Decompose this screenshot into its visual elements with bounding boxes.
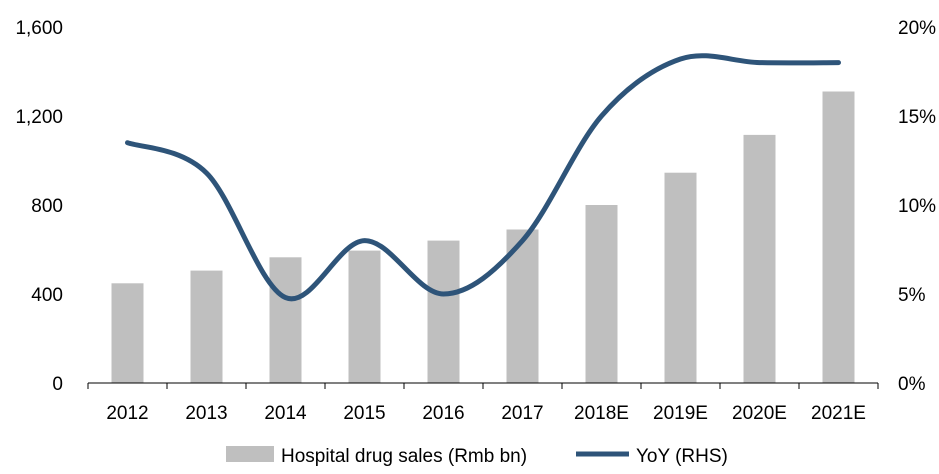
right-axis-tick-labels: 0% 5% 10% 15% 20% [898,18,936,395]
bar-2018E [585,205,618,383]
left-tick-label: 800 [31,196,63,217]
legend: Hospital drug sales (Rmb bn) YoY (RHS) [226,446,728,467]
right-tick-label: 0% [898,374,926,395]
bar-2012 [111,283,144,383]
legend-label-bar: Hospital drug sales (Rmb bn) [281,446,527,467]
bars-layer [111,91,855,383]
legend-label-line: YoY (RHS) [636,446,728,467]
bar-2020E [743,134,776,383]
bar-2016 [427,240,460,383]
x-tick-label-2013: 2013 [185,403,227,424]
x-tick-label-2012: 2012 [106,403,148,424]
x-tick-label-2015: 2015 [343,403,385,424]
right-tick-label: 15% [898,107,936,128]
left-tick-label: 0 [52,374,63,395]
x-tick-label-2018E: 2018E [574,403,629,424]
bar-2015 [348,250,381,383]
x-tick-label-2019E: 2019E [653,403,708,424]
bar-2013 [190,270,223,383]
right-tick-label: 5% [898,285,926,306]
x-tick-label-2021E: 2021E [811,403,866,424]
x-tick-label-2016: 2016 [422,403,464,424]
bar-2019E [664,172,697,383]
left-tick-label: 1,200 [15,107,63,128]
right-tick-label: 20% [898,18,936,39]
yoy-line [125,53,841,302]
left-axis-tick-labels: 0 400 800 1,200 1,600 [15,18,63,395]
right-tick-label: 10% [898,196,936,217]
line-layer [125,53,841,302]
x-ticks-layer: 2012 2013 2014 2015 2016 2017 2018E 2019E 2020E 2… [87,383,879,424]
left-tick-label: 1,600 [15,18,63,39]
left-tick-label: 400 [31,285,63,306]
x-tick-label-2020E: 2020E [732,403,787,424]
legend-swatch-bar [226,446,274,462]
x-tick-label-2017: 2017 [501,403,543,424]
x-tick-label-2014: 2014 [264,403,307,424]
bar-2021E [822,91,855,383]
bar-2014 [269,257,302,383]
